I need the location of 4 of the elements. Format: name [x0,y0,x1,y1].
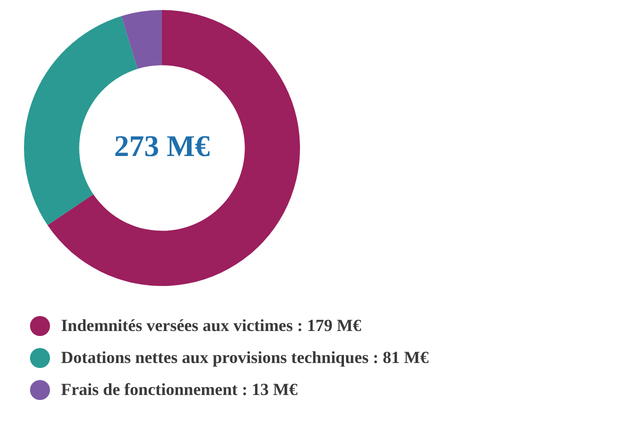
legend-label: Indemnités versées aux victimes : 179 M€ [61,316,362,336]
legend-label: Dotations nettes aux provisions techniques : 81 M€ [61,348,429,368]
text: 273 M€ [114,130,210,163]
legend-label: Frais de fonctionnement : 13 M€ [61,380,298,400]
